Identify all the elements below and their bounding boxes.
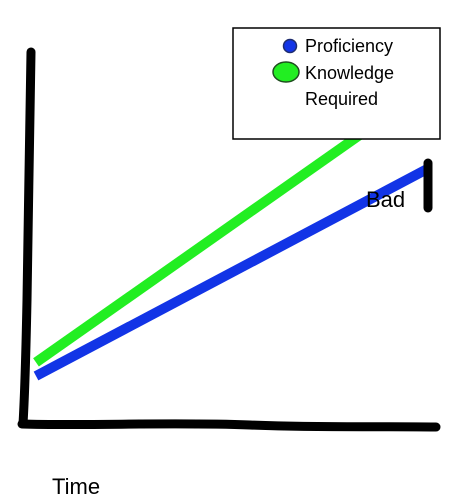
x-axis [17, 419, 441, 432]
legend-label-proficiency: Proficiency [305, 36, 393, 56]
legend-label-line-1: Knowledge [305, 63, 394, 83]
legend-marker-proficiency [282, 38, 298, 54]
legend-box [232, 27, 441, 140]
legend-label-line-2: Required [305, 89, 378, 109]
series-line-proficiency [33, 164, 431, 381]
annotation-label: Bad [366, 187, 405, 212]
legend-label-knowledge-required: Knowledge Required [305, 63, 399, 109]
x-axis-label: Time [52, 474, 100, 499]
y-axis [18, 47, 36, 429]
legend: Proficiency Knowledge Required [232, 27, 441, 140]
legend-marker-knowledge-required [272, 61, 300, 83]
